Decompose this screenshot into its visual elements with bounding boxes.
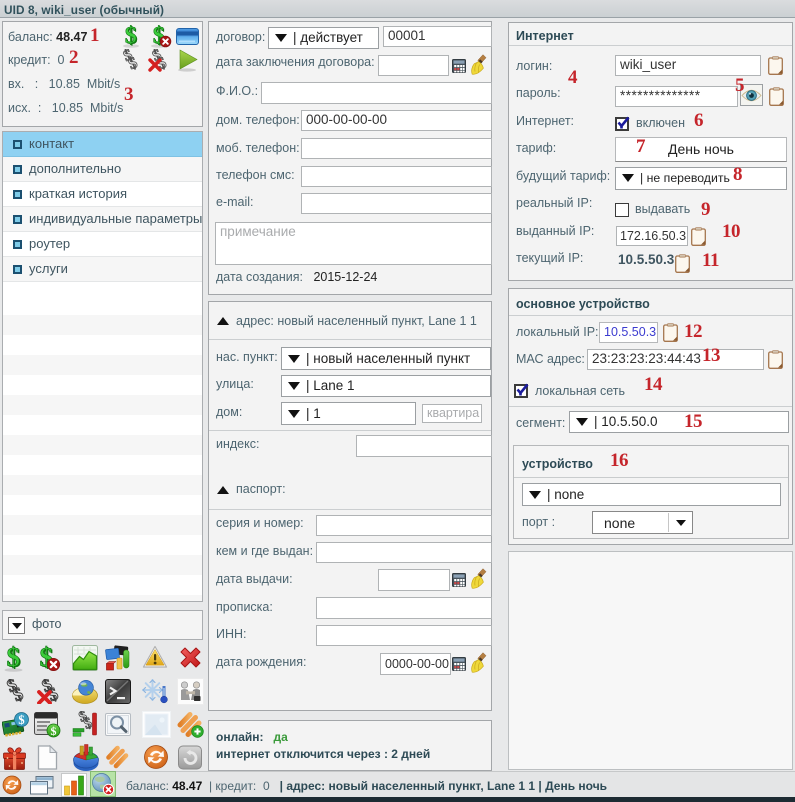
svg-text:$: $ xyxy=(10,683,26,704)
svg-text:$: $ xyxy=(18,713,24,727)
svg-text:$: $ xyxy=(6,645,20,672)
svg-text:$: $ xyxy=(125,25,137,48)
svg-text:$: $ xyxy=(51,724,57,738)
svg-text:$: $ xyxy=(126,25,138,48)
svg-text:$: $ xyxy=(8,645,22,672)
svg-text:$: $ xyxy=(126,54,140,73)
